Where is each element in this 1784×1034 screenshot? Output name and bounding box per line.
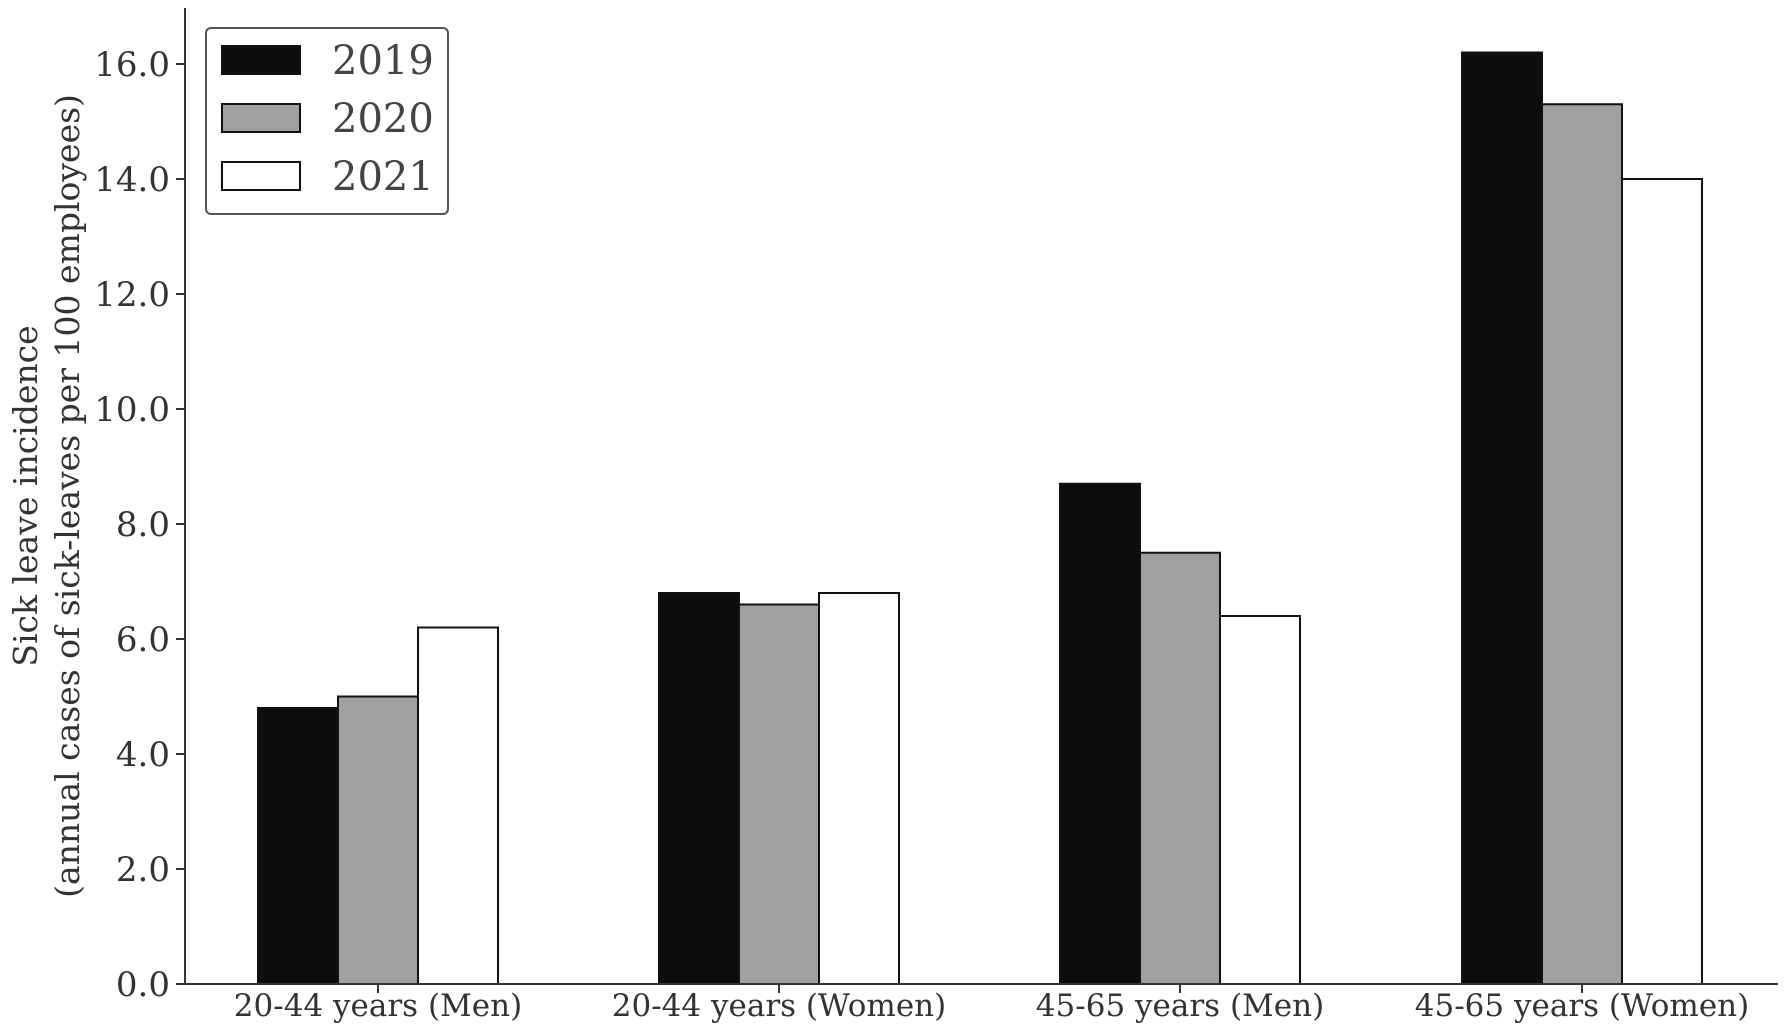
y-tick-label: 10.0 <box>94 390 170 430</box>
y-tick-label: 12.0 <box>94 275 170 315</box>
bar-2020-2 <box>738 603 820 985</box>
x-tick-label: 20-44 years (Women) <box>612 988 946 1024</box>
bar-2021-2 <box>818 592 900 985</box>
bar-2021-3 <box>1219 615 1301 985</box>
y-tick-label: 6.0 <box>116 620 170 660</box>
x-tick-label: 45-65 years (Women) <box>1415 988 1749 1024</box>
y-tick-label: 2.0 <box>116 850 170 890</box>
x-ticks: 20-44 years (Men) 20-44 years (Women) 45-6… <box>234 984 1749 1024</box>
y-axis-label-line2: (annual cases of sick-leaves per 100 emp… <box>48 94 87 898</box>
legend: 2019 2020 2021 <box>205 27 449 215</box>
y-tick-label: 14.0 <box>94 160 170 200</box>
legend-swatch-2019 <box>221 45 301 75</box>
legend-swatch-2020 <box>221 103 301 133</box>
axes-layer <box>184 8 1778 985</box>
bar-2020-3 <box>1139 551 1221 985</box>
y-tick-label: 8.0 <box>116 505 170 545</box>
legend-label-2020: 2020 <box>332 96 434 142</box>
legend-label-2021: 2021 <box>332 154 434 200</box>
bar-2019-3 <box>1059 482 1141 985</box>
y-tick-label: 16.0 <box>94 45 170 85</box>
legend-label-2019: 2019 <box>332 38 434 84</box>
bars-layer <box>257 51 1703 985</box>
bar-2019-1 <box>257 707 339 985</box>
bar-2020-1 <box>337 695 419 985</box>
bar-2021-4 <box>1621 178 1703 985</box>
bar-2019-2 <box>658 592 740 985</box>
y-axis-title: Sick leave incidence (annual cases of si… <box>6 94 87 898</box>
bar-2019-4 <box>1461 51 1543 985</box>
y-ticks: 0.0 2.0 4.0 6.0 8.0 10.0 12.0 14.0 16.0 <box>94 45 185 1005</box>
bar-2021-1 <box>417 626 499 985</box>
y-tick-label: 4.0 <box>116 735 170 775</box>
bar-2020-4 <box>1541 103 1623 985</box>
legend-swatch-2021 <box>221 161 301 191</box>
y-axis-label-line1: Sick leave incidence <box>6 325 45 666</box>
x-tick-label: 20-44 years (Men) <box>234 988 522 1024</box>
y-tick-label: 0.0 <box>116 965 170 1005</box>
x-tick-label: 45-65 years (Men) <box>1036 988 1324 1024</box>
